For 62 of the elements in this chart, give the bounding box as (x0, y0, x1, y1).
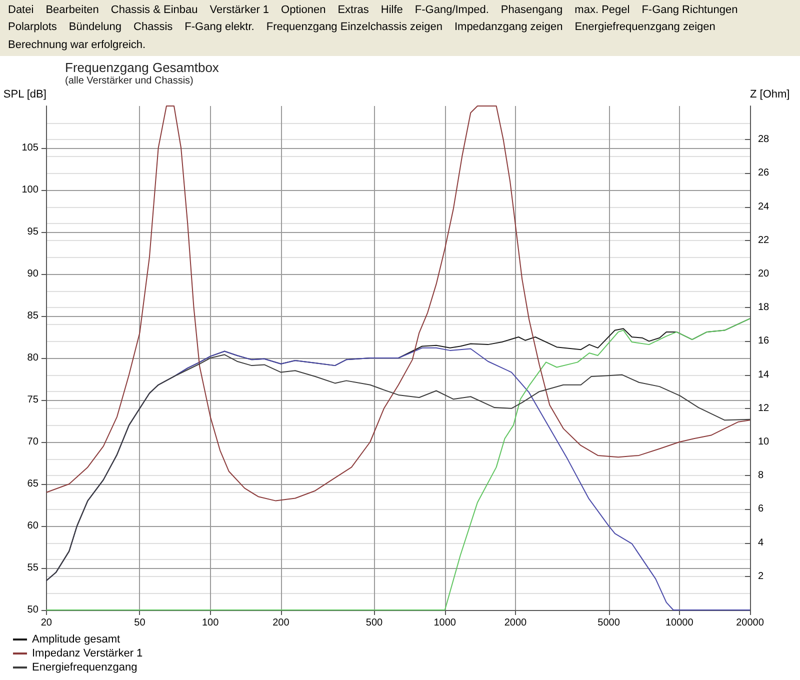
text: Frequenzgang Einzelchassis zeigen (266, 21, 442, 35)
y-tick-label: 75 (27, 394, 39, 406)
y2-tick-label: 12 (758, 402, 770, 414)
text: F-Gang Richtungen (642, 4, 738, 18)
text: Impedanzgang zeigen (454, 21, 563, 35)
y-tick-label: 70 (27, 436, 39, 448)
y2-tick-label: 2 (758, 570, 764, 582)
text: Chassis & Einbau (110, 4, 198, 18)
legend-label: Energiefrequenzgang (32, 662, 138, 674)
legend-label: Impedanz Verstärker 1 (32, 648, 143, 660)
text: F-Gang elektr. (184, 21, 254, 35)
x-tick-label: 100 (202, 618, 220, 628)
y2-tick-label: 10 (758, 436, 770, 448)
y2-axis-title: Z [Ohm] (750, 88, 790, 100)
y-axis-title: SPL [dB] (3, 88, 46, 100)
y2-tick-label: 16 (758, 336, 770, 347)
text: Energiefrequenzgang zeigen (574, 21, 716, 35)
text: Extras (338, 4, 369, 18)
text: Chassis (134, 21, 173, 35)
text: max. Pegel (574, 4, 630, 18)
y-tick-label: 105 (22, 142, 39, 154)
x-tick-label: 2000 (504, 618, 528, 628)
x-tick-label: 5000 (598, 618, 620, 628)
y2-tick-label: 18 (758, 302, 770, 314)
y-tick-label: 55 (27, 562, 39, 574)
text: F-Gang/Imped. (414, 4, 489, 18)
y-tick-label: 90 (27, 268, 39, 280)
x-tick-label: 50 (134, 618, 146, 628)
y2-tick-label: 26 (758, 168, 770, 179)
text: Polarplots (8, 21, 57, 35)
y-tick-label: 65 (27, 478, 39, 490)
x-tick-label: 20000 (736, 618, 764, 628)
text: Berechnung war erfolgreich. (8, 38, 146, 52)
y-tick-label: 50 (27, 604, 39, 616)
text: Verstärker 1 (210, 4, 270, 18)
y2-tick-label: 8 (758, 470, 764, 482)
y2-tick-label: 28 (758, 134, 770, 146)
text: Phasengang (500, 4, 563, 18)
text: Bearbeiten (46, 4, 99, 18)
text: Optionen (281, 4, 326, 18)
y2-tick-label: 14 (758, 369, 770, 380)
x-tick-label: 500 (366, 618, 384, 628)
y-tick-label: 60 (27, 520, 39, 532)
legend-label: Amplitude gesamt (32, 634, 120, 646)
y2-tick-label: 22 (758, 234, 770, 246)
chart-subtitle: (alle Verstärker und Chassis) (65, 76, 194, 86)
x-tick-label: 20 (40, 618, 52, 628)
x-tick-label: 1000 (434, 618, 456, 628)
text: Bündelung (68, 21, 122, 35)
x-tick-label: 10000 (665, 618, 694, 628)
text: Datei (8, 4, 34, 18)
y2-tick-label: 6 (758, 504, 764, 515)
y-tick-label: 100 (22, 184, 39, 196)
text: Hilfe (380, 4, 403, 18)
y-tick-label: 95 (27, 226, 39, 238)
y-tick-label: 85 (27, 310, 39, 322)
x-tick-label: 200 (272, 618, 290, 628)
y2-tick-label: 4 (758, 537, 764, 548)
y2-tick-label: 24 (758, 201, 770, 212)
y-tick-label: 80 (27, 352, 39, 364)
y2-tick-label: 20 (758, 268, 770, 280)
chart-title: Frequenzgang Gesamtbox (65, 60, 220, 75)
